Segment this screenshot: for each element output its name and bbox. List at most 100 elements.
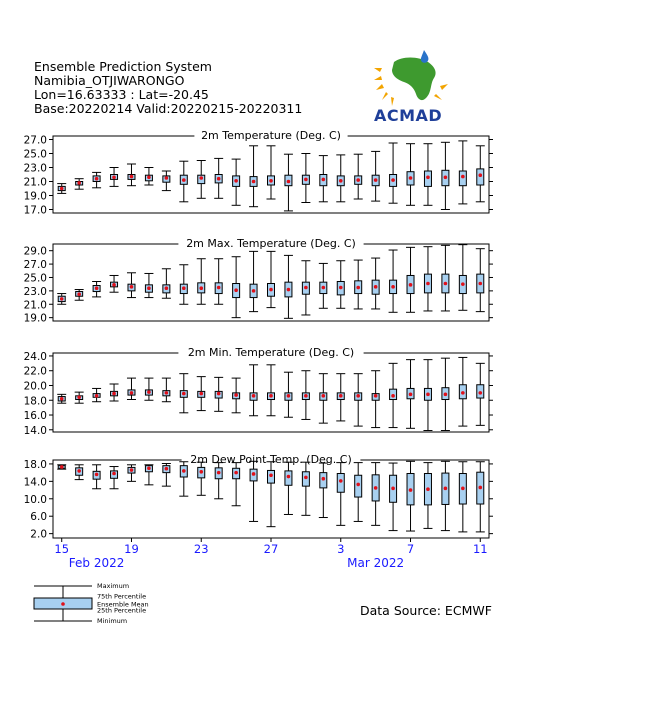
mean-dot <box>443 281 448 286</box>
y-tick-label: 27.0 <box>24 259 47 271</box>
mean-dot <box>199 391 204 396</box>
mean-dot <box>321 285 326 290</box>
legend-p75-label: 75th Percentile <box>97 593 146 601</box>
y-tick-label: 24.0 <box>24 351 47 363</box>
mean-dot <box>269 394 273 398</box>
iqr-box <box>336 473 345 493</box>
box-mar-10 <box>458 356 468 427</box>
mean-dot <box>321 476 326 481</box>
box-mar-2 <box>318 262 328 309</box>
box-feb-23 <box>196 258 206 305</box>
box-mar-5 <box>371 257 381 310</box>
box-mar-2 <box>318 155 328 203</box>
mean-dot <box>321 177 326 182</box>
box-feb-25 <box>231 462 241 507</box>
box-feb-22 <box>179 461 189 497</box>
mean-dot <box>461 486 465 491</box>
mean-dot <box>426 175 430 180</box>
box-feb-23 <box>196 461 206 496</box>
mean-dot <box>443 486 448 491</box>
y-tick-label: 16.0 <box>24 410 47 422</box>
box-mar-3 <box>336 260 346 309</box>
x-tick-label: 19 <box>124 542 139 556</box>
mean-dot <box>461 282 465 286</box>
mean-dot <box>356 285 361 290</box>
mean-dot <box>129 468 134 472</box>
box-mar-7 <box>406 246 416 313</box>
mean-dot <box>251 472 256 476</box>
y-tick-label: 29.0 <box>24 246 47 258</box>
mean-dot <box>408 176 413 180</box>
legend-max-label: Maximum <box>97 582 129 590</box>
box-feb-25 <box>231 256 241 319</box>
header-line-2: Namibia_OTJIWARONGO <box>34 73 185 88</box>
box-feb-16 <box>74 289 84 301</box>
mean-dot <box>147 466 151 471</box>
box-mar-11 <box>475 145 485 203</box>
box-feb-19 <box>126 163 136 187</box>
box-mar-9 <box>440 357 450 432</box>
mean-dot <box>94 472 99 477</box>
mean-dot <box>426 487 430 491</box>
box-feb-20 <box>144 167 154 186</box>
mean-dot <box>338 285 343 290</box>
box-mar-9 <box>440 244 450 312</box>
mean-dot <box>234 470 238 475</box>
chart-panel-2: 2m Max. Temperature (Deg. C) 19.0 21.023.0… <box>24 237 493 325</box>
box-mar-1 <box>301 370 311 420</box>
mean-dot <box>304 285 308 290</box>
mean-dot <box>77 292 81 297</box>
mean-dot <box>391 178 395 182</box>
box-feb-18 <box>109 274 119 293</box>
box-feb-17 <box>92 280 102 298</box>
mean-dot <box>164 391 169 395</box>
box-feb-24 <box>214 258 224 305</box>
box-mar-3 <box>336 462 346 526</box>
box-feb-15 <box>57 464 67 470</box>
box-mar-8 <box>423 359 433 432</box>
chart-title: 2m Min. Temperature (Deg. C) <box>188 346 354 359</box>
mean-dot <box>408 488 413 492</box>
box-feb-17 <box>92 464 102 490</box>
chart-panel-3: 2m Min. Temperature (Deg. C) 14.0 16.0 18.0… <box>24 346 493 437</box>
box-feb-20 <box>144 377 154 401</box>
legend-min-label: Minimum <box>97 617 127 625</box>
mean-dot <box>234 393 238 397</box>
box-mar-10 <box>458 244 468 311</box>
box-feb-16 <box>74 178 84 190</box>
mean-dot <box>182 469 186 473</box>
mean-dot <box>373 285 378 289</box>
mean-dot <box>251 179 256 184</box>
box-feb-28 <box>283 461 293 515</box>
mean-dot <box>94 286 99 290</box>
box-mar-5 <box>371 150 381 202</box>
box-mar-11 <box>475 248 485 313</box>
box-feb-19 <box>126 272 136 299</box>
mean-dot <box>234 288 238 293</box>
mean-dot <box>304 475 308 480</box>
mean-dot <box>251 289 256 293</box>
y-tick-label: 25.0 <box>24 149 47 161</box>
mean-dot <box>269 179 273 183</box>
y-tick-label: 22.0 <box>24 366 47 378</box>
mean-dot <box>164 286 169 290</box>
box-feb-27 <box>266 364 276 417</box>
mean-dot <box>443 392 448 397</box>
mean-dot <box>129 174 134 179</box>
box-mar-5 <box>371 462 381 526</box>
box-feb-19 <box>126 377 136 401</box>
mean-dot <box>182 178 186 182</box>
mean-dot <box>321 394 326 398</box>
mean-dot <box>59 297 64 301</box>
x-tick-label: 27 <box>264 542 279 556</box>
mean-dot <box>373 394 378 398</box>
mean-dot <box>304 394 308 398</box>
box-feb-24 <box>214 157 224 199</box>
mean-dot <box>182 286 186 290</box>
mean-dot <box>129 391 134 395</box>
box-feb-15 <box>57 293 67 305</box>
box-mar-2 <box>318 462 328 519</box>
box-mar-1 <box>301 153 311 203</box>
mean-dot <box>286 287 291 292</box>
box-feb-28 <box>283 254 293 319</box>
